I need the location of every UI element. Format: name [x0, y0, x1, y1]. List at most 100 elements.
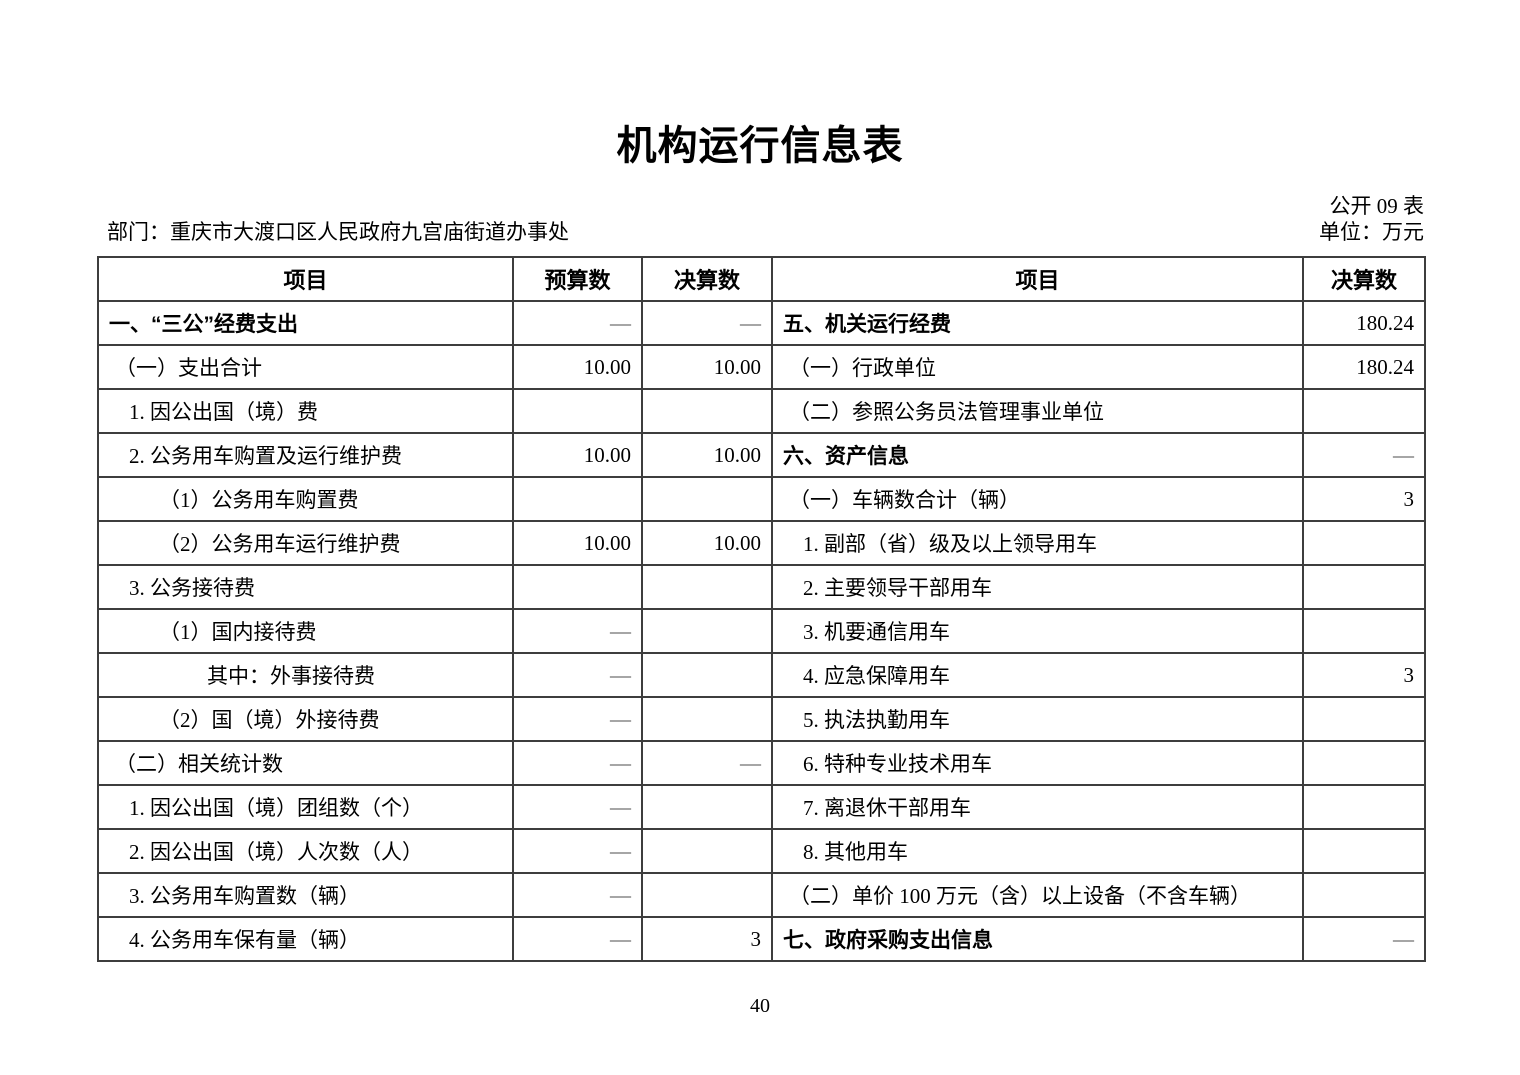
col-header-final-left: 决算数	[641, 256, 773, 302]
table-row: 1. 因公出国（境）费 （二）参照公务员法管理事业单位	[97, 388, 1426, 434]
final-value	[641, 652, 773, 698]
table-row: 3. 公务接待费 2. 主要领导干部用车	[97, 564, 1426, 610]
row-label: （一）行政单位	[771, 344, 1304, 390]
page-number: 40	[750, 995, 770, 1017]
row-label: 1. 副部（省）级及以上领导用车	[771, 520, 1304, 566]
row-label: 3. 公务接待费	[97, 564, 514, 610]
budget-value: —	[512, 300, 643, 346]
row-label: 8. 其他用车	[771, 828, 1304, 874]
budget-value: —	[512, 784, 643, 830]
final-value: 180.24	[1302, 300, 1426, 346]
final-value: 180.24	[1302, 344, 1426, 390]
final-value	[1302, 608, 1426, 654]
final-value: —	[641, 740, 773, 786]
row-label: （1）公务用车购置费	[97, 476, 514, 522]
budget-value	[512, 388, 643, 434]
info-table: 项目 预算数 决算数 项目 决算数 一、“三公”经费支出 — — 五、机关运行经…	[97, 256, 1426, 962]
table-row: （2）国（境）外接待费 — 5. 执法执勤用车	[97, 696, 1426, 742]
unit-line: 单位：万元	[1319, 220, 1424, 244]
row-label: 2. 公务用车购置及运行维护费	[97, 432, 514, 478]
row-label: 4. 应急保障用车	[771, 652, 1304, 698]
budget-value: —	[512, 608, 643, 654]
final-value: —	[641, 300, 773, 346]
final-value: 3	[641, 916, 773, 962]
row-label: 2. 因公出国（境）人次数（人）	[97, 828, 514, 874]
final-value	[641, 476, 773, 522]
row-label: 7. 离退休干部用车	[771, 784, 1304, 830]
final-value: —	[1302, 916, 1426, 962]
table-row: （二）相关统计数 — — 6. 特种专业技术用车	[97, 740, 1426, 786]
budget-value: —	[512, 872, 643, 918]
page-title: 机构运行信息表	[616, 124, 904, 168]
budget-value: 10.00	[512, 344, 643, 390]
final-value	[1302, 740, 1426, 786]
row-label: 其中：外事接待费	[97, 652, 514, 698]
final-value	[641, 564, 773, 610]
budget-value: —	[512, 652, 643, 698]
row-label: 五、机关运行经费	[771, 300, 1304, 346]
final-value	[1302, 828, 1426, 874]
table-row: （1）国内接待费 — 3. 机要通信用车	[97, 608, 1426, 654]
row-label: 4. 公务用车保有量（辆）	[97, 916, 514, 962]
table-row: （2）公务用车运行维护费 10.00 10.00 1. 副部（省）级及以上领导用…	[97, 520, 1426, 566]
col-header-item-left: 项目	[97, 256, 514, 302]
row-label: 5. 执法执勤用车	[771, 696, 1304, 742]
budget-value: —	[512, 696, 643, 742]
table-row: （1）公务用车购置费 （一）车辆数合计（辆） 3	[97, 476, 1426, 522]
final-value	[641, 872, 773, 918]
final-value	[1302, 872, 1426, 918]
budget-value	[512, 476, 643, 522]
info-table-wrap: 项目 预算数 决算数 项目 决算数 一、“三公”经费支出 — — 五、机关运行经…	[97, 256, 1426, 962]
table-row: 2. 公务用车购置及运行维护费 10.00 10.00 六、资产信息 —	[97, 432, 1426, 478]
budget-value: —	[512, 828, 643, 874]
row-label: （一）支出合计	[97, 344, 514, 390]
budget-value: —	[512, 916, 643, 962]
budget-value	[512, 564, 643, 610]
row-label: 3. 机要通信用车	[771, 608, 1304, 654]
final-value	[641, 388, 773, 434]
final-value: 10.00	[641, 432, 773, 478]
table-row: 1. 因公出国（境）团组数（个） — 7. 离退休干部用车	[97, 784, 1426, 830]
final-value: —	[1302, 432, 1426, 478]
final-value	[641, 696, 773, 742]
table-row: 3. 公务用车购置数（辆） — （二）单价 100 万元（含）以上设备（不含车辆…	[97, 872, 1426, 918]
department-line: 部门：重庆市大渡口区人民政府九宫庙街道办事处	[107, 220, 569, 244]
final-value	[1302, 564, 1426, 610]
row-label: 一、“三公”经费支出	[97, 300, 514, 346]
row-label: 六、资产信息	[771, 432, 1304, 478]
row-label: （一）车辆数合计（辆）	[771, 476, 1304, 522]
budget-value: 10.00	[512, 520, 643, 566]
final-value: 3	[1302, 476, 1426, 522]
final-value	[1302, 784, 1426, 830]
table-row: （一）支出合计 10.00 10.00 （一）行政单位 180.24	[97, 344, 1426, 390]
row-label: （二）单价 100 万元（含）以上设备（不含车辆）	[771, 872, 1304, 918]
final-value: 10.00	[641, 344, 773, 390]
final-value	[1302, 520, 1426, 566]
table-row: 2. 因公出国（境）人次数（人） — 8. 其他用车	[97, 828, 1426, 874]
table-row: 一、“三公”经费支出 — — 五、机关运行经费 180.24	[97, 300, 1426, 346]
final-value	[1302, 388, 1426, 434]
final-value: 10.00	[641, 520, 773, 566]
final-value	[1302, 696, 1426, 742]
final-value	[641, 828, 773, 874]
row-label: （二）相关统计数	[97, 740, 514, 786]
final-value	[641, 784, 773, 830]
col-header-item-right: 项目	[771, 256, 1304, 302]
row-label: （1）国内接待费	[97, 608, 514, 654]
table-row: 4. 公务用车保有量（辆） — 3 七、政府采购支出信息 —	[97, 916, 1426, 962]
header-row: 项目 预算数 决算数 项目 决算数	[97, 256, 1426, 302]
row-label: （二）参照公务员法管理事业单位	[771, 388, 1304, 434]
col-header-budget: 预算数	[512, 256, 643, 302]
budget-value: —	[512, 740, 643, 786]
final-value	[641, 608, 773, 654]
row-label: 3. 公务用车购置数（辆）	[97, 872, 514, 918]
form-code: 公开 09 表	[1329, 194, 1425, 218]
row-label: 七、政府采购支出信息	[771, 916, 1304, 962]
row-label: 2. 主要领导干部用车	[771, 564, 1304, 610]
row-label: 1. 因公出国（境）费	[97, 388, 514, 434]
col-header-final-right: 决算数	[1302, 256, 1426, 302]
row-label: （2）国（境）外接待费	[97, 696, 514, 742]
table-row: 其中：外事接待费 — 4. 应急保障用车 3	[97, 652, 1426, 698]
row-label: 6. 特种专业技术用车	[771, 740, 1304, 786]
